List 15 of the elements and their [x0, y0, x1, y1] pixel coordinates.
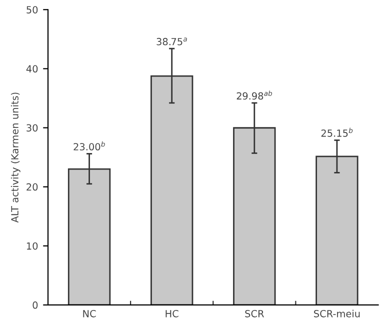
y-tick-label: 30	[26, 124, 38, 132]
y-axis-title: ALT activity (Karmen units)	[10, 92, 20, 223]
y-tick-label: 50	[26, 6, 38, 14]
y-tick-label: 20	[26, 183, 38, 191]
x-tick-label: SCR	[245, 310, 264, 318]
x-tick-label: SCR-meiu	[314, 310, 360, 318]
data-label: 23.00$^{b}$	[74, 141, 105, 150]
data-label: 29.98$^{ab}$	[236, 90, 272, 100]
y-tick-label: 10	[26, 242, 38, 250]
data-label: 25.15$^{b}$	[321, 128, 353, 137]
x-tick-label: HC	[166, 310, 178, 318]
x-tick-label: NC	[83, 310, 96, 318]
data-label: 38.75$^{a}$	[156, 38, 187, 46]
y-tick-label: 0	[32, 301, 38, 309]
y-tick-label: 40	[26, 65, 38, 73]
